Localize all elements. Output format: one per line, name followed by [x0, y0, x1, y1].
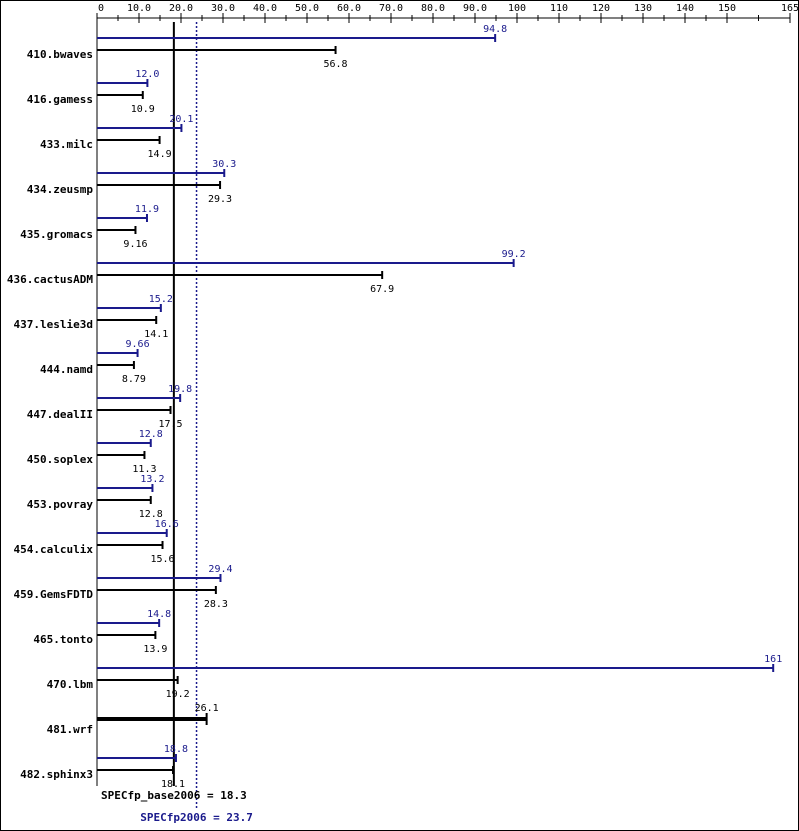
x-tick-label: 50.0 [295, 3, 319, 14]
peak-value-label: 161 [764, 654, 782, 665]
x-tick-label: 130 [634, 3, 652, 14]
base-value-label: 14.1 [144, 329, 168, 340]
peak-value-label: 12.0 [135, 69, 159, 80]
category-label: 465.tonto [33, 633, 93, 646]
category-label: 444.namd [40, 363, 93, 376]
base-value-label: 9.16 [123, 239, 147, 250]
peak-value-label: 11.9 [135, 204, 159, 215]
category-label: 437.leslie3d [14, 318, 93, 331]
base-value-label: 12.8 [139, 509, 163, 520]
x-tick-label: 20.0 [169, 3, 193, 14]
category-label: 416.gamess [27, 93, 93, 106]
category-label: 433.milc [40, 138, 93, 151]
peak-value-label: 13.2 [140, 474, 164, 485]
x-tick-label: 10.0 [127, 3, 151, 14]
category-label: 481.wrf [47, 723, 93, 736]
base-value-label: 26.1 [195, 703, 219, 714]
category-label: 459.GemsFDTD [14, 588, 94, 601]
category-label: 436.cactusADM [7, 273, 93, 286]
base-value-label: 19.2 [166, 689, 190, 700]
base-value-label: 17.5 [158, 419, 182, 430]
peak-value-label: 19.8 [168, 384, 192, 395]
base-value-label: 14.9 [148, 149, 172, 160]
base-value-label: 13.9 [143, 644, 167, 655]
peak-value-label: 20.1 [169, 114, 193, 125]
base-value-label: 29.3 [208, 194, 232, 205]
x-tick-label: 0 [98, 3, 104, 14]
x-tick-label: 100 [508, 3, 526, 14]
category-label: 450.soplex [27, 453, 94, 466]
x-tick-label: 140 [676, 3, 694, 14]
category-label: 435.gromacs [20, 228, 93, 241]
base-value-label: 8.79 [122, 374, 146, 385]
base-value-label: 10.9 [131, 104, 155, 115]
category-label: 453.povray [27, 498, 94, 511]
labels: SPECfp_base2006 = 18.3 SPECfp2006 = 23.7 4… [7, 24, 782, 824]
peak-value-label: 16.6 [155, 519, 179, 530]
base-value-label: 15.6 [150, 554, 174, 565]
peak-reference-label: SPECfp2006 = 23.7 [140, 811, 253, 824]
base-value-label: 67.9 [370, 284, 394, 295]
x-tick-label: 165 [781, 3, 799, 14]
bars [97, 34, 775, 774]
category-label: 434.zeusmp [27, 183, 94, 196]
x-tick-label: 110 [550, 3, 568, 14]
base-reference-label: SPECfp_base2006 = 18.3 [101, 789, 247, 802]
x-tick-label: 60.0 [337, 3, 361, 14]
peak-value-label: 94.8 [483, 24, 507, 35]
peak-value-label: 12.8 [139, 429, 163, 440]
base-value-label: 18.1 [161, 779, 185, 790]
category-label: 447.dealII [27, 408, 93, 421]
x-tick-label: 30.0 [211, 3, 235, 14]
x-tick-label: 40.0 [253, 3, 277, 14]
category-label: 454.calculix [14, 543, 94, 556]
peak-value-label: 9.66 [126, 339, 150, 350]
x-tick-label: 120 [592, 3, 610, 14]
category-label: 482.sphinx3 [20, 768, 93, 781]
x-tick-label: 150 [718, 3, 736, 14]
x-tick-label: 80.0 [421, 3, 445, 14]
base-value-label: 28.3 [204, 599, 228, 610]
peak-value-label: 29.4 [208, 564, 232, 575]
x-tick-label: 70.0 [379, 3, 403, 14]
x-tick-label: 90.0 [463, 3, 487, 14]
x-axis: 0 10.0 20.0 30.0 40.0 50.0 60.0 70.0 80.0 90.0 100… [96, 3, 799, 786]
peak-value-label: 15.2 [149, 294, 173, 305]
peak-value-label: 99.2 [502, 249, 526, 260]
peak-value-label: 18.8 [164, 744, 188, 755]
base-value-label: 56.8 [324, 59, 348, 70]
reference-lines [172, 22, 198, 808]
base-value-label: 11.3 [132, 464, 156, 475]
peak-value-label: 30.3 [212, 159, 236, 170]
category-label: 410.bwaves [27, 48, 93, 61]
category-label: 470.lbm [47, 678, 94, 691]
peak-value-label: 14.8 [147, 609, 171, 620]
